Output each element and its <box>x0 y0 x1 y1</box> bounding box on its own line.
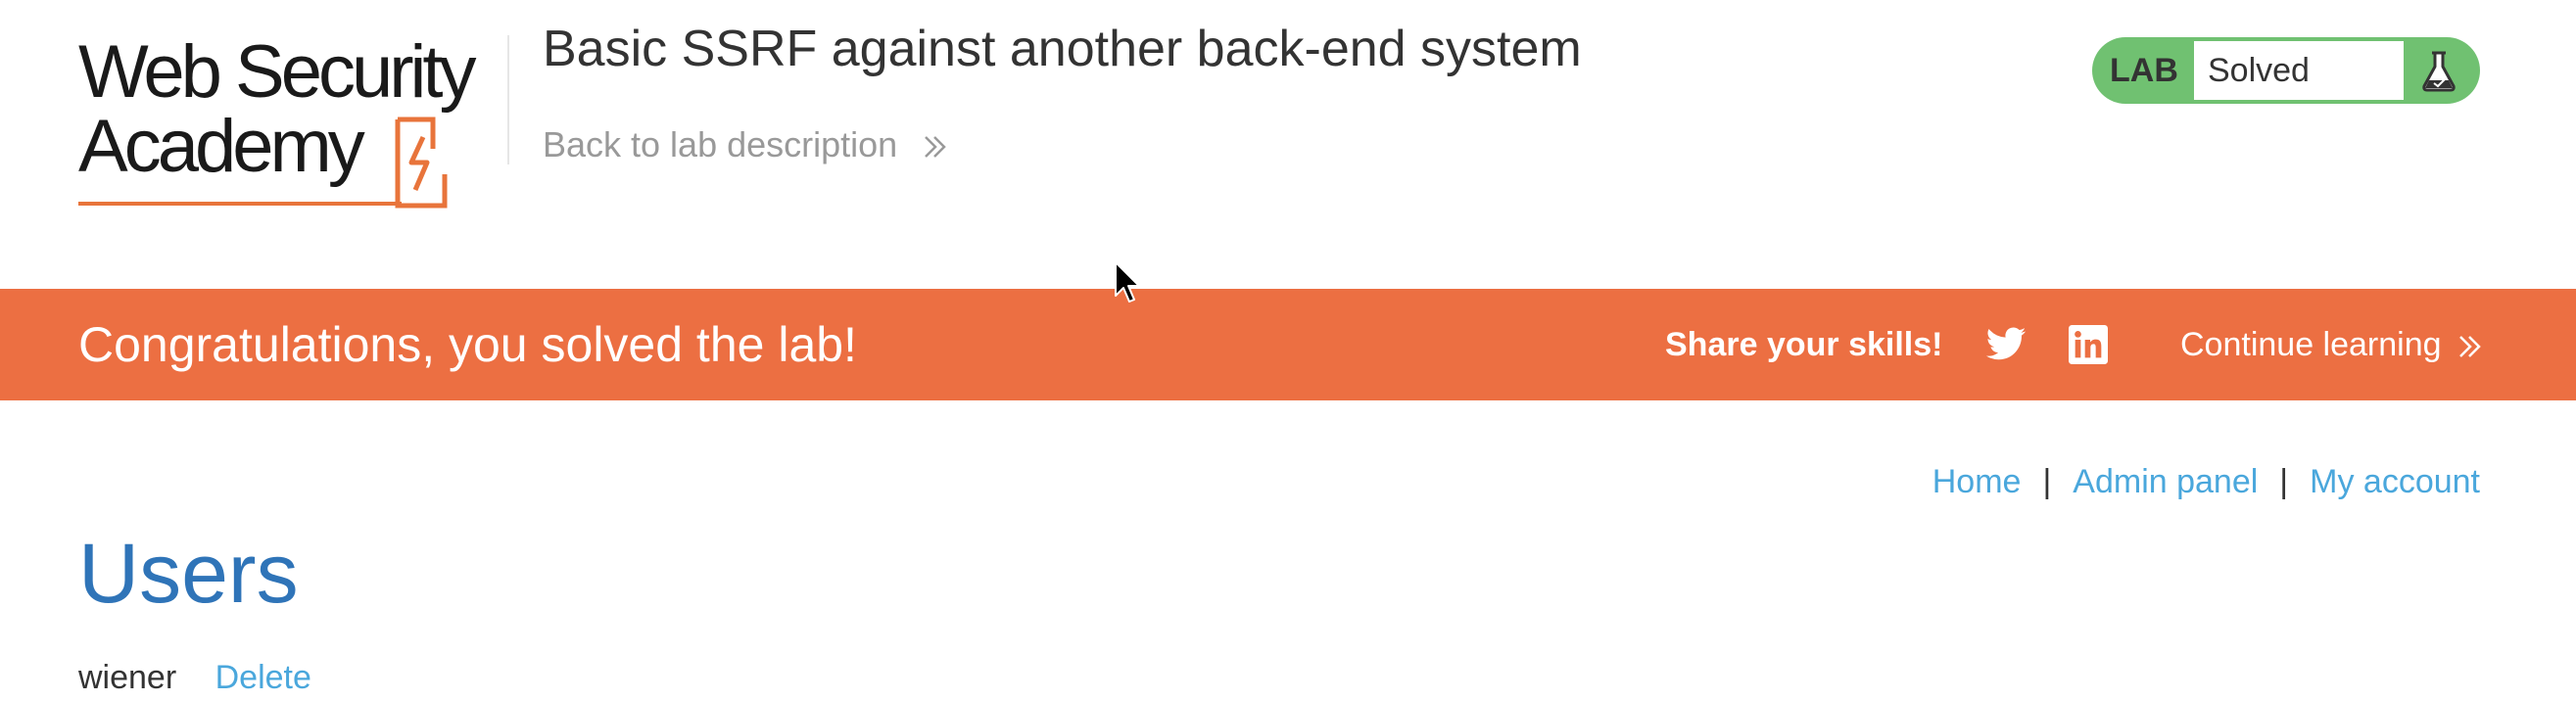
double-chevron-right-icon <box>2459 336 2481 357</box>
nav-separator: | <box>2042 463 2052 500</box>
nav-separator: | <box>2279 463 2289 500</box>
flask-icon <box>2422 51 2456 92</box>
header: Web Security Academy Basic SSRF against … <box>0 0 2576 289</box>
twitter-icon[interactable] <box>1984 323 2027 366</box>
double-chevron-right-icon <box>925 136 946 159</box>
lab-status-state: Solved <box>2194 41 2404 100</box>
header-divider <box>507 35 509 164</box>
logo-text-line-1: Web Security <box>78 30 477 114</box>
continue-learning-link[interactable]: Continue learning <box>2180 289 2484 400</box>
lab-title: Basic SSRF against another back-end syst… <box>543 21 1582 77</box>
back-to-lab-description-link[interactable]: Back to lab description <box>543 121 950 168</box>
lab-status-badge: LAB Solved <box>2092 37 2480 104</box>
logo-bolt-icon <box>395 117 448 209</box>
solved-banner: Congratulations, you solved the lab! Sha… <box>0 289 2576 400</box>
continue-learning-label: Continue learning <box>2180 326 2442 363</box>
nav-home-link[interactable]: Home <box>1932 463 2022 500</box>
back-link-label: Back to lab description <box>543 124 898 164</box>
logo-text-line-2: Academy <box>78 105 365 188</box>
mouse-pointer-icon <box>1115 261 1140 303</box>
delete-user-link[interactable]: Delete <box>215 659 311 696</box>
top-navigation: Home | Admin panel | My account <box>1932 458 2480 505</box>
page-title: Users <box>78 527 299 621</box>
linkedin-icon[interactable] <box>2069 325 2108 364</box>
share-skills-label: Share your skills! <box>1665 326 1943 363</box>
user-row: wiener Delete <box>78 654 311 701</box>
web-security-academy-logo[interactable]: Web Security Academy <box>78 30 500 209</box>
congratulations-message: Congratulations, you solved the lab! <box>78 317 857 372</box>
user-name: wiener <box>78 659 177 696</box>
nav-my-account-link[interactable]: My account <box>2310 463 2480 500</box>
lab-status-label: LAB <box>2110 52 2178 89</box>
nav-admin-panel-link[interactable]: Admin panel <box>2073 463 2259 500</box>
logo-underline <box>78 202 402 206</box>
